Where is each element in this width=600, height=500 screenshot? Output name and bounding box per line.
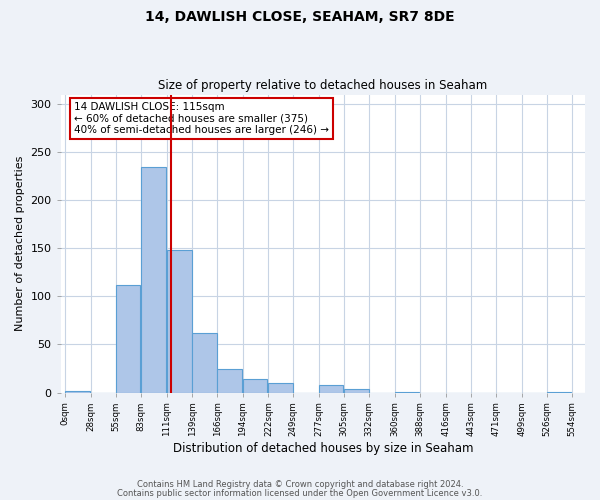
Text: 14, DAWLISH CLOSE, SEAHAM, SR7 8DE: 14, DAWLISH CLOSE, SEAHAM, SR7 8DE xyxy=(145,10,455,24)
Bar xyxy=(268,383,293,392)
Bar xyxy=(141,166,166,392)
Bar xyxy=(167,250,191,392)
Bar xyxy=(65,390,90,392)
Bar xyxy=(193,333,217,392)
Text: Contains HM Land Registry data © Crown copyright and database right 2024.: Contains HM Land Registry data © Crown c… xyxy=(137,480,463,489)
Bar xyxy=(217,368,242,392)
Bar xyxy=(344,388,369,392)
Text: Contains public sector information licensed under the Open Government Licence v3: Contains public sector information licen… xyxy=(118,490,482,498)
X-axis label: Distribution of detached houses by size in Seaham: Distribution of detached houses by size … xyxy=(173,442,473,455)
Text: 14 DAWLISH CLOSE: 115sqm
← 60% of detached houses are smaller (375)
40% of semi-: 14 DAWLISH CLOSE: 115sqm ← 60% of detach… xyxy=(74,102,329,135)
Bar xyxy=(243,379,268,392)
Title: Size of property relative to detached houses in Seaham: Size of property relative to detached ho… xyxy=(158,79,487,92)
Bar xyxy=(116,285,140,393)
Y-axis label: Number of detached properties: Number of detached properties xyxy=(15,156,25,331)
Bar xyxy=(319,385,343,392)
